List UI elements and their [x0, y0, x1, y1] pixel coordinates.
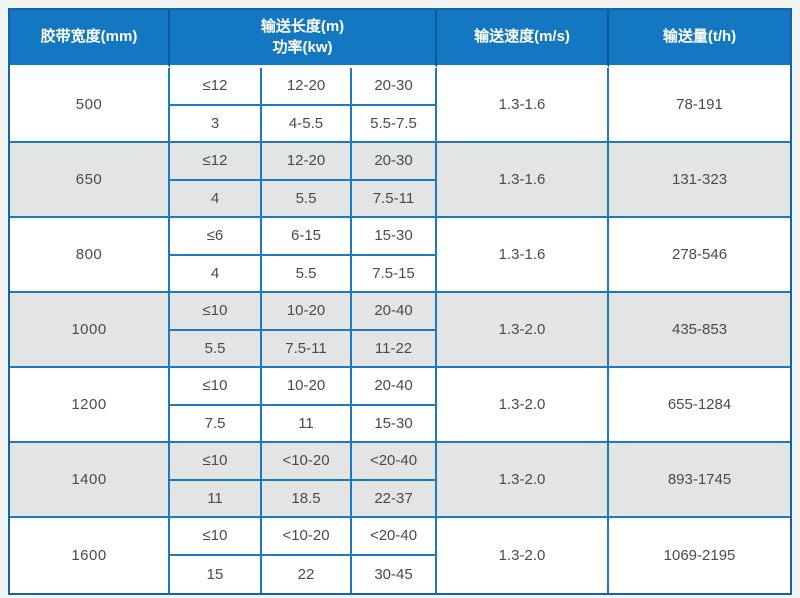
length-cell: ≤12: [170, 68, 262, 106]
length-cell: ≤10: [170, 368, 262, 406]
power-cell: 5.5: [170, 330, 262, 368]
table-row: 800 ≤6 6-15 15-30 1.3-1.6 278-546: [10, 218, 791, 293]
table-row: 1600 ≤10 <10-20 <20-40 1.3-2.0 1069-2195: [10, 518, 791, 593]
capacity-cell: 893-1745: [609, 443, 791, 518]
power-cell: 22-37: [352, 480, 438, 518]
power-cell: 4: [170, 255, 262, 293]
length-cell: 6-15: [262, 218, 352, 256]
spec-table: 胶带宽度(mm) 输送长度(m) 功率(kw) 输送速度(m/s) 输送量(t/…: [10, 10, 791, 593]
speed-cell: 1.3-1.6: [437, 218, 610, 293]
power-cell: 5.5: [262, 180, 352, 218]
table-row: 650 ≤12 12-20 20-30 1.3-1.6 131-323: [10, 143, 791, 218]
table-row: 1400 ≤10 <10-20 <20-40 1.3-2.0 893-1745: [10, 443, 791, 518]
header-capacity: 输送量(t/h): [609, 10, 791, 68]
belt-width-cell: 1400: [10, 443, 170, 518]
length-cell: 15-30: [352, 218, 438, 256]
length-cell: ≤12: [170, 143, 262, 181]
speed-cell: 1.3-2.0: [437, 368, 610, 443]
power-cell: 18.5: [262, 480, 352, 518]
capacity-cell: 131-323: [609, 143, 791, 218]
header-belt-width: 胶带宽度(mm): [10, 10, 170, 68]
length-cell: 10-20: [262, 368, 352, 406]
table-row: 4 5.5 7.5-15: [10, 255, 790, 293]
length-cell: ≤6: [170, 218, 262, 256]
power-cell: 4: [170, 180, 262, 218]
power-cell: 22: [262, 555, 352, 593]
power-cell: 7.5-11: [352, 180, 438, 218]
speed-cell: 1.3-2.0: [437, 518, 610, 593]
power-cell: 11: [262, 405, 352, 443]
power-cell: 4-5.5: [262, 105, 352, 143]
table-row: 5.5 7.5-11 11-22: [10, 330, 790, 368]
header-power-label: 功率(kw): [272, 38, 333, 56]
length-cell: 20-40: [352, 293, 438, 331]
capacity-cell: 435-853: [609, 293, 791, 368]
length-cell: 10-20: [262, 293, 352, 331]
length-cell: <20-40: [352, 443, 438, 481]
header-speed: 输送速度(m/s): [437, 10, 610, 68]
header-length-label: 输送长度(m): [260, 18, 345, 36]
power-cell: 15: [170, 555, 262, 593]
table-row: 1000 ≤10 10-20 20-40 1.3-2.0 435-853: [10, 293, 791, 368]
length-cell: <10-20: [262, 443, 352, 481]
capacity-cell: 78-191: [609, 68, 791, 143]
speed-cell: 1.3-2.0: [437, 443, 610, 518]
length-cell: 12-20: [262, 143, 352, 181]
belt-width-cell: 800: [10, 218, 170, 293]
length-cell: 20-30: [352, 143, 438, 181]
length-cell: <10-20: [262, 518, 352, 556]
spec-table-container: 胶带宽度(mm) 输送长度(m) 功率(kw) 输送速度(m/s) 输送量(t/…: [8, 8, 792, 595]
length-cell: 20-40: [352, 368, 438, 406]
power-cell: 30-45: [352, 555, 438, 593]
length-cell: ≤10: [170, 443, 262, 481]
belt-width-cell: 1000: [10, 293, 170, 368]
length-cell: 12-20: [262, 68, 352, 106]
belt-width-cell: 1200: [10, 368, 170, 443]
power-cell: 11: [170, 480, 262, 518]
header-row: 胶带宽度(mm) 输送长度(m) 功率(kw) 输送速度(m/s) 输送量(t/…: [10, 10, 791, 68]
length-cell: 20-30: [352, 68, 438, 106]
capacity-cell: 278-546: [609, 218, 791, 293]
speed-cell: 1.3-2.0: [437, 293, 610, 368]
table-row: 11 18.5 22-37: [10, 480, 790, 518]
power-cell: 3: [170, 105, 262, 143]
belt-width-cell: 500: [10, 68, 170, 143]
power-cell: 7.5: [170, 405, 262, 443]
length-cell: ≤10: [170, 293, 262, 331]
power-cell: 7.5-15: [352, 255, 438, 293]
table-row: 7.5 11 15-30: [10, 405, 790, 443]
power-cell: 11-22: [352, 330, 438, 368]
length-cell: <20-40: [352, 518, 438, 556]
table-row: 4 5.5 7.5-11: [10, 180, 790, 218]
length-cell: ≤10: [170, 518, 262, 556]
belt-width-cell: 650: [10, 143, 170, 218]
table-row: 3 4-5.5 5.5-7.5: [10, 105, 790, 143]
table-row: 1200 ≤10 10-20 20-40 1.3-2.0 655-1284: [10, 368, 791, 443]
power-cell: 5.5-7.5: [352, 105, 438, 143]
speed-cell: 1.3-1.6: [437, 143, 610, 218]
speed-cell: 1.3-1.6: [437, 68, 610, 143]
table-row: 500 ≤12 12-20 20-30 1.3-1.6 78-191: [10, 68, 791, 143]
belt-width-cell: 1600: [10, 518, 170, 593]
power-cell: 7.5-11: [262, 330, 352, 368]
power-cell: 15-30: [352, 405, 438, 443]
table-row: 15 22 30-45: [10, 555, 790, 593]
header-length-power: 输送长度(m) 功率(kw): [170, 10, 438, 68]
capacity-cell: 655-1284: [609, 368, 791, 443]
power-cell: 5.5: [262, 255, 352, 293]
capacity-cell: 1069-2195: [609, 518, 791, 593]
